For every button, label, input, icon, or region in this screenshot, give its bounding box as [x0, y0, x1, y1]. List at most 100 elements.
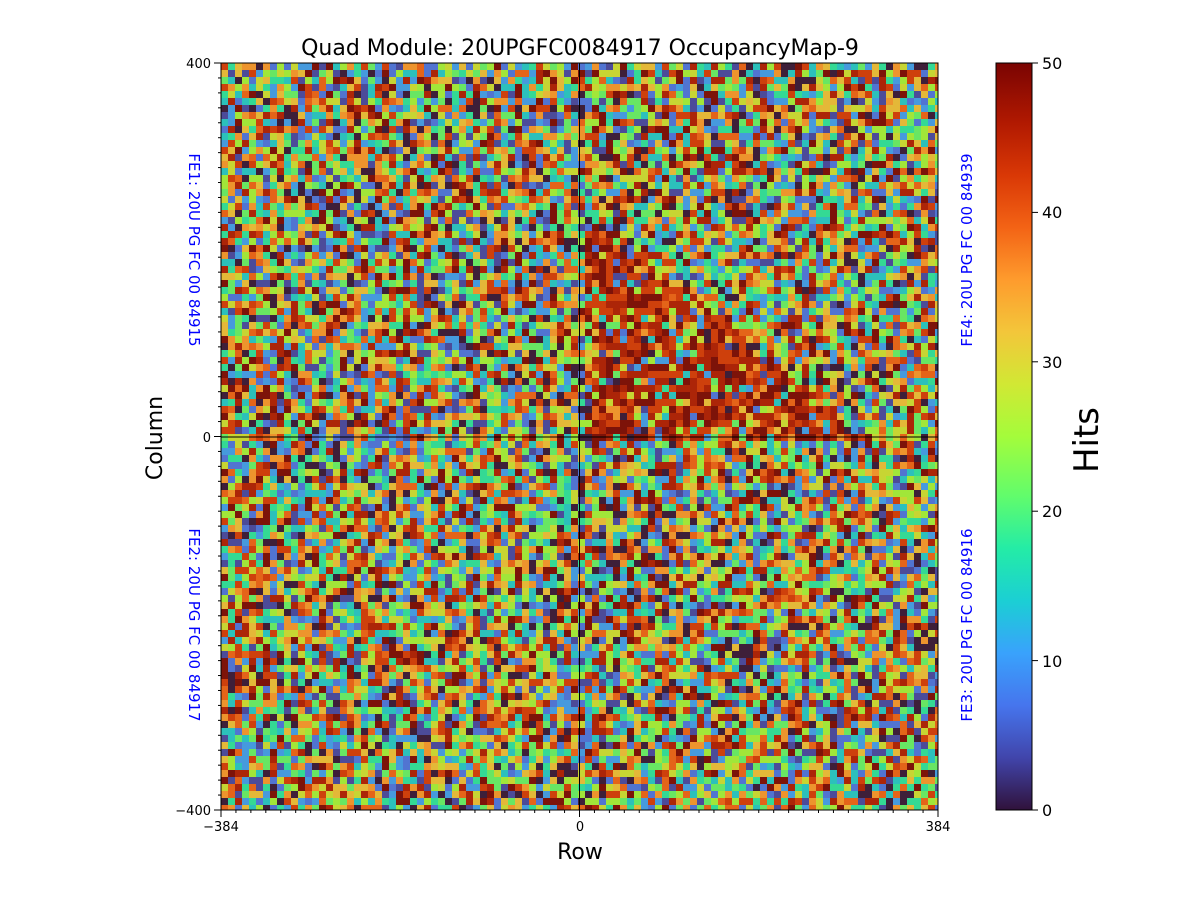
heatmap-cell	[655, 133, 662, 140]
heatmap-cell	[515, 210, 522, 217]
heatmap-cell	[935, 140, 938, 147]
heatmap-cell	[431, 105, 438, 112]
heatmap-cell	[389, 252, 396, 259]
heatmap-cell	[599, 133, 606, 140]
heatmap-cell	[823, 112, 830, 119]
heatmap-cell	[641, 119, 648, 126]
heatmap-cell	[620, 147, 627, 154]
heatmap-cell	[753, 175, 760, 182]
heatmap-cell	[221, 196, 228, 203]
heatmap-cell	[739, 350, 746, 357]
heatmap-cell	[312, 294, 319, 301]
heatmap-cell	[382, 210, 389, 217]
heatmap-cell	[704, 287, 711, 294]
heatmap-cell	[739, 266, 746, 273]
heatmap-cell	[781, 364, 788, 371]
heatmap-cell	[592, 189, 599, 196]
heatmap-cell	[781, 343, 788, 350]
heatmap-cell	[592, 84, 599, 91]
heatmap-cell	[648, 126, 655, 133]
heatmap-cell	[851, 252, 858, 259]
heatmap-cell	[571, 98, 578, 105]
heatmap-cell	[802, 70, 809, 77]
heatmap-cell	[907, 119, 914, 126]
heatmap-cell	[249, 343, 256, 350]
heatmap-cell	[256, 378, 263, 385]
heatmap-cell	[403, 371, 410, 378]
heatmap-cell	[536, 252, 543, 259]
heatmap-cell	[844, 154, 851, 161]
heatmap-cell	[837, 133, 844, 140]
heatmap-cell	[613, 203, 620, 210]
heatmap-cell	[501, 329, 508, 336]
heatmap-cell	[718, 231, 725, 238]
heatmap-cell	[935, 98, 938, 105]
heatmap-cell	[655, 217, 662, 224]
heatmap-cell	[410, 70, 417, 77]
heatmap-cell	[830, 217, 837, 224]
heatmap-cell	[599, 63, 606, 70]
heatmap-cell	[690, 140, 697, 147]
heatmap-cell	[858, 224, 865, 231]
heatmap-cell	[592, 273, 599, 280]
heatmap-cell	[529, 217, 536, 224]
heatmap-cell	[753, 140, 760, 147]
heatmap-cell	[886, 224, 893, 231]
heatmap-cell	[753, 392, 760, 399]
heatmap-cell	[494, 378, 501, 385]
heatmap-cell	[620, 392, 627, 399]
heatmap-cell	[550, 322, 557, 329]
heatmap-cell	[606, 210, 613, 217]
heatmap-cell	[697, 98, 704, 105]
heatmap-cell	[557, 196, 564, 203]
heatmap-cell	[809, 63, 816, 70]
heatmap-cell	[333, 112, 340, 119]
heatmap-cell	[403, 350, 410, 357]
heatmap-cell	[739, 63, 746, 70]
heatmap-cell	[557, 357, 564, 364]
heatmap-cell	[753, 119, 760, 126]
heatmap-cell	[760, 273, 767, 280]
heatmap-cell	[473, 315, 480, 322]
heatmap-cell	[886, 119, 893, 126]
heatmap-cell	[690, 168, 697, 175]
heatmap-cell	[914, 98, 921, 105]
heatmap-cell	[634, 147, 641, 154]
heatmap-cell	[228, 98, 235, 105]
heatmap-cell	[627, 126, 634, 133]
heatmap-cell	[606, 217, 613, 224]
heatmap-cell	[557, 182, 564, 189]
heatmap-cell	[228, 154, 235, 161]
heatmap-cell	[270, 343, 277, 350]
heatmap-cell	[767, 301, 774, 308]
heatmap-cell	[739, 133, 746, 140]
heatmap-cell	[774, 70, 781, 77]
heatmap-cell	[732, 350, 739, 357]
heatmap-cell	[921, 217, 928, 224]
heatmap-cell	[690, 147, 697, 154]
heatmap-cell	[410, 322, 417, 329]
heatmap-cell	[431, 175, 438, 182]
heatmap-cell	[872, 238, 879, 245]
heatmap-cell	[487, 280, 494, 287]
heatmap-cell	[725, 203, 732, 210]
heatmap-cell	[809, 217, 816, 224]
heatmap-cell	[382, 175, 389, 182]
heatmap-cell	[326, 273, 333, 280]
heatmap-cell	[739, 308, 746, 315]
heatmap-cell	[550, 203, 557, 210]
heatmap-cell	[291, 273, 298, 280]
heatmap-cell	[837, 196, 844, 203]
heatmap-cell	[718, 336, 725, 343]
heatmap-cell	[536, 147, 543, 154]
heatmap-cell	[767, 98, 774, 105]
heatmap-cell	[858, 287, 865, 294]
heatmap-cell	[928, 350, 935, 357]
heatmap-cell	[837, 119, 844, 126]
heatmap-cell	[487, 161, 494, 168]
heatmap-cell	[809, 105, 816, 112]
heatmap-cell	[445, 217, 452, 224]
heatmap-cell	[781, 217, 788, 224]
heatmap-cell	[893, 266, 900, 273]
heatmap-cell	[368, 133, 375, 140]
